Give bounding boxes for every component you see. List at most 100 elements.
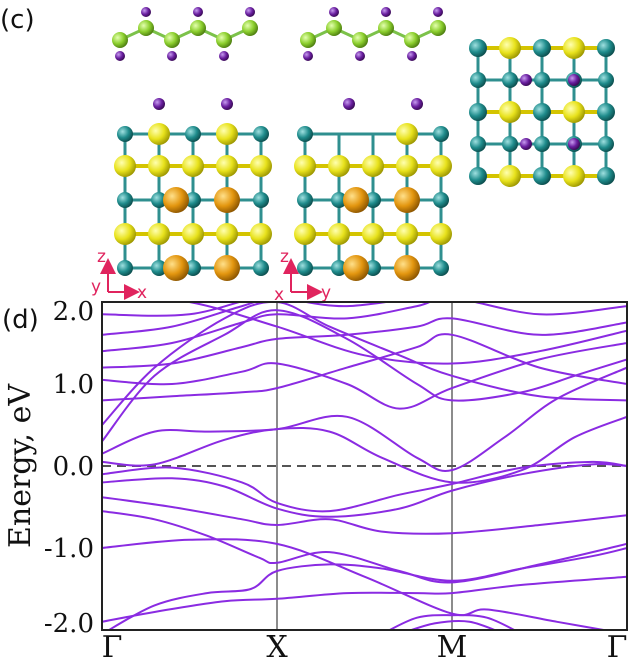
axes-gizmo-right: z x y <box>274 247 331 305</box>
atom <box>216 123 238 145</box>
atom-teal <box>502 136 518 152</box>
band-3 <box>102 496 627 535</box>
atom-green <box>112 32 128 48</box>
atom <box>563 165 585 187</box>
atom-purple <box>381 7 391 17</box>
band-10 <box>102 333 627 402</box>
atom <box>533 39 551 57</box>
atom-teal <box>365 192 381 208</box>
atom-yellow <box>182 223 204 245</box>
atom-yellow <box>328 155 350 177</box>
axis-letter-y-left: y <box>91 277 101 297</box>
atom <box>297 126 313 142</box>
atom-purple <box>433 7 443 17</box>
atom-teal <box>598 136 614 152</box>
atom-green <box>164 32 180 48</box>
atom-teal <box>151 192 167 208</box>
band-6 <box>102 415 627 484</box>
atom <box>433 126 449 142</box>
y-tick-label: 0.0 <box>53 452 94 482</box>
y-tick-label: 1.0 <box>53 370 94 400</box>
atom-teal <box>185 192 201 208</box>
atom <box>117 126 133 142</box>
band-18 <box>387 614 517 630</box>
atom-purple <box>221 98 233 110</box>
atom <box>499 101 521 123</box>
atom-teal <box>598 72 614 88</box>
axis-letter-z-right: z <box>280 247 289 267</box>
atom-purple <box>153 98 165 110</box>
atom <box>563 101 585 123</box>
atom-purple <box>303 51 313 61</box>
atom-green <box>326 20 342 36</box>
atom-purple <box>520 138 532 150</box>
atom-purple <box>343 98 355 110</box>
y-axis-title: Energy, eV <box>3 383 38 548</box>
band-14 <box>102 302 394 336</box>
atom-green <box>242 20 258 36</box>
atom-green <box>378 20 394 36</box>
atom-yellow <box>430 223 452 245</box>
panel-d-label: (d) <box>2 305 39 335</box>
band-13 <box>102 302 627 353</box>
atom-teal <box>117 260 133 276</box>
atom-teal <box>433 192 449 208</box>
atom-yellow <box>182 155 204 177</box>
atom-yellow <box>114 155 136 177</box>
atom-purple <box>167 51 177 61</box>
atom-teal <box>534 136 550 152</box>
atom-green <box>300 32 316 48</box>
atom-yellow <box>294 155 316 177</box>
atom-orange <box>343 255 369 281</box>
atom-purple <box>568 138 580 150</box>
atom-orange <box>394 187 420 213</box>
atom-teal <box>365 260 381 276</box>
atom-teal <box>297 192 313 208</box>
atom-purple <box>141 7 151 17</box>
panel-c-label: (c) <box>0 5 35 35</box>
band-16 <box>183 302 627 365</box>
atom-yellow <box>250 155 272 177</box>
axis-letter-x-left: x <box>137 283 147 303</box>
atom-green <box>404 32 420 48</box>
panel-d: (d) 2.0 1.0 0.0 -1.0 -2.0 Γ X M Γ Energy, eV <box>2 297 628 661</box>
axis-letter-z-left: z <box>97 247 106 267</box>
band-8 <box>102 309 627 443</box>
band-5 <box>102 460 627 513</box>
atom-yellow <box>250 223 272 245</box>
atom <box>597 39 615 57</box>
atom <box>469 167 487 185</box>
atom-purple <box>193 7 203 17</box>
atom-green <box>216 32 232 48</box>
band-1 <box>102 575 627 623</box>
atom-orange <box>214 187 240 213</box>
atom <box>597 103 615 121</box>
plot-frame <box>101 301 628 631</box>
y-tick-label: 2.0 <box>53 297 94 327</box>
atom-purple <box>520 74 532 86</box>
atom-teal <box>117 192 133 208</box>
kpoint-label-1: X <box>266 630 288 661</box>
atom-green <box>190 20 206 36</box>
band-19 <box>408 619 498 630</box>
atom-teal <box>331 192 347 208</box>
atom-orange <box>163 187 189 213</box>
band-9 <box>102 302 627 426</box>
atom-purple <box>115 51 125 61</box>
atom <box>597 167 615 185</box>
atom-purple <box>355 51 365 61</box>
atom-teal <box>297 260 313 276</box>
atom-orange <box>214 255 240 281</box>
atom-yellow <box>362 155 384 177</box>
atom-teal <box>331 260 347 276</box>
band-4 <box>102 463 627 518</box>
atom-purple <box>245 7 255 17</box>
band-2 <box>102 510 627 584</box>
crystal-structures <box>112 7 615 281</box>
atom-yellow <box>328 223 350 245</box>
atom <box>396 123 418 145</box>
atom-green <box>352 32 368 48</box>
atom-yellow <box>114 223 136 245</box>
atom-teal <box>185 260 201 276</box>
